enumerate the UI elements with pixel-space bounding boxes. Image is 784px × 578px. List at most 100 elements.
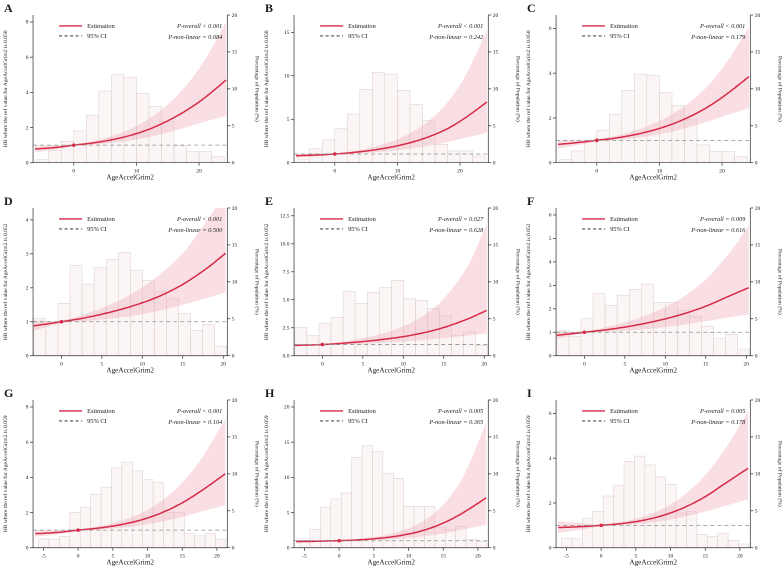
legend: Estimation 95% CI: [59, 216, 116, 233]
histogram-bar: [294, 327, 308, 356]
left-axis-ticks: 0 2 4 6: [548, 412, 556, 552]
x-tick-label: 20: [196, 169, 202, 175]
right-tick-label: 5: [232, 316, 235, 322]
histogram-bar: [123, 77, 137, 163]
histogram-bar: [602, 496, 614, 549]
x-axis-label: AgeAccelGrim2: [368, 174, 416, 182]
left-tick-label: 2.5: [283, 325, 290, 331]
panel-i: 0 2 4 6 0 5 10 15 20 -5 0 5 10 15 20 HR where the ref v…: [523, 385, 784, 578]
histogram-bar: [472, 155, 486, 163]
right-axis-ticks: 0 5 10 15 20: [488, 13, 499, 167]
left-tick-label: 7.5: [283, 269, 290, 275]
histogram-bar: [451, 335, 465, 356]
y-axis-label: HR where the ref value for AgeAccelGrim2…: [263, 30, 270, 147]
right-axis-label: Percentage of Population (%): [776, 441, 783, 507]
x-tick-label: 10: [667, 554, 673, 560]
panel-letter: C: [527, 1, 536, 15]
left-tick-label: 15: [284, 30, 290, 36]
right-tick-label: 0: [754, 546, 757, 552]
ci-band: [35, 419, 226, 538]
right-axis-label: Percentage of Population (%): [515, 441, 522, 507]
right-tick-label: 0: [754, 161, 757, 167]
right-axis-ticks: 0 5 10 15 20: [488, 398, 499, 552]
left-tick-label: 20: [284, 405, 290, 411]
left-tick-label: 1: [26, 319, 29, 325]
reference-point: [337, 539, 342, 543]
right-tick-label: 0: [493, 546, 496, 552]
plot-area: [296, 29, 488, 163]
x-tick-label: -5: [564, 554, 569, 560]
right-tick-label: 20: [493, 13, 499, 19]
plot-area: [34, 21, 227, 163]
right-tick-label: 10: [754, 279, 760, 285]
histogram-bar: [186, 151, 200, 163]
right-tick-label: 0: [493, 353, 496, 359]
panel-g: 0 2 4 6 8 0 5 10 15 20 -5 0 5 10 15 20 HR where the ref …: [0, 385, 261, 578]
histogram-bar: [422, 120, 436, 163]
y-axis-label: HR where the ref value for AgeAccelGrim2…: [263, 223, 270, 340]
left-tick-label: 4: [548, 456, 551, 462]
histogram-bar: [583, 140, 597, 163]
histogram-bar: [178, 313, 191, 356]
left-axis-ticks: 0 2 4 6: [548, 26, 556, 167]
panel-letter: A: [4, 1, 13, 15]
panel-chart-svg: 0 5 10 15 0 5 10 15 20 0 10 20 HR where the ref valu…: [263, 1, 521, 182]
ci-band: [296, 422, 487, 544]
histogram-bar: [372, 451, 384, 549]
plot-area: [294, 223, 489, 356]
x-tick-label: 10: [662, 361, 668, 367]
right-tick-label: 0: [232, 161, 235, 167]
legend-ci-label: 95% CI: [87, 226, 107, 233]
histogram-bar: [215, 539, 227, 549]
ci-band: [557, 27, 749, 149]
histogram-bars: [560, 456, 749, 549]
panel-letter: B: [265, 1, 273, 15]
x-tick-label: 10: [134, 169, 140, 175]
p-overall-text: P-overall < 0.001: [176, 408, 222, 415]
legend-estimation-label: Estimation: [348, 23, 376, 30]
x-tick-label: 15: [703, 361, 709, 367]
x-tick-label: 15: [441, 554, 447, 560]
legend: Estimation 95% CI: [581, 23, 638, 40]
left-tick-label: 0: [548, 353, 551, 359]
p-overall-text: P-overall = 0.005: [437, 408, 483, 415]
y-axis-label: HR where the ref value for AgeAccelGrim2…: [263, 416, 270, 533]
histogram-bar: [463, 331, 477, 356]
y-axis-label: HR where the ref value for AgeAccelGrim2…: [525, 416, 532, 533]
panel-c: 0 2 4 6 0 5 10 15 20 0 10 20 HR where the ref value …: [523, 0, 784, 193]
left-tick-label: 6: [548, 412, 551, 418]
right-tick-label: 0: [493, 161, 496, 167]
right-axis-ticks: 0 5 10 15 20: [227, 398, 238, 552]
histogram-bar: [341, 493, 353, 549]
x-tick-label: 0: [595, 169, 598, 175]
left-tick-label: 2: [26, 125, 29, 131]
y-axis-label: HR where the ref value for AgeAccelGrim2…: [2, 416, 9, 533]
p-non-linear-text: P-non-linear = 0.242: [429, 34, 484, 41]
p-overall-text: P-overall = 0.005: [699, 408, 745, 415]
histogram-bar: [45, 322, 59, 356]
histogram-bar: [581, 518, 593, 549]
histogram-bar: [596, 129, 610, 163]
p-overall-text: P-overall < 0.001: [176, 23, 222, 30]
y-axis-label: HR where the ref value for AgeAccelGrim2…: [2, 223, 9, 340]
histogram-bar: [367, 291, 380, 356]
right-tick-label: 10: [493, 87, 499, 93]
left-tick-label: 10.0: [280, 241, 290, 247]
reference-point: [71, 143, 76, 147]
panel-chart-svg: 0 2 4 6 0 5 10 15 20 0 10 20 HR where the ref value …: [525, 1, 783, 182]
histogram-bar: [90, 494, 102, 549]
histogram-bar: [592, 511, 604, 549]
histogram-bar: [351, 457, 363, 549]
p-non-linear-text: P-non-linear = 0.104: [167, 419, 222, 426]
estimation-curve: [296, 497, 487, 543]
left-tick-label: 10: [284, 74, 290, 80]
left-tick-label: 6: [548, 212, 551, 218]
x-tick-label: 5: [362, 361, 365, 367]
histogram-bar: [331, 316, 344, 356]
estimation-curve: [34, 79, 227, 150]
ci-band: [296, 29, 488, 158]
histogram-bar: [633, 456, 645, 549]
reference-point: [598, 523, 603, 528]
x-axis-label: AgeAccelGrim2: [106, 174, 154, 182]
